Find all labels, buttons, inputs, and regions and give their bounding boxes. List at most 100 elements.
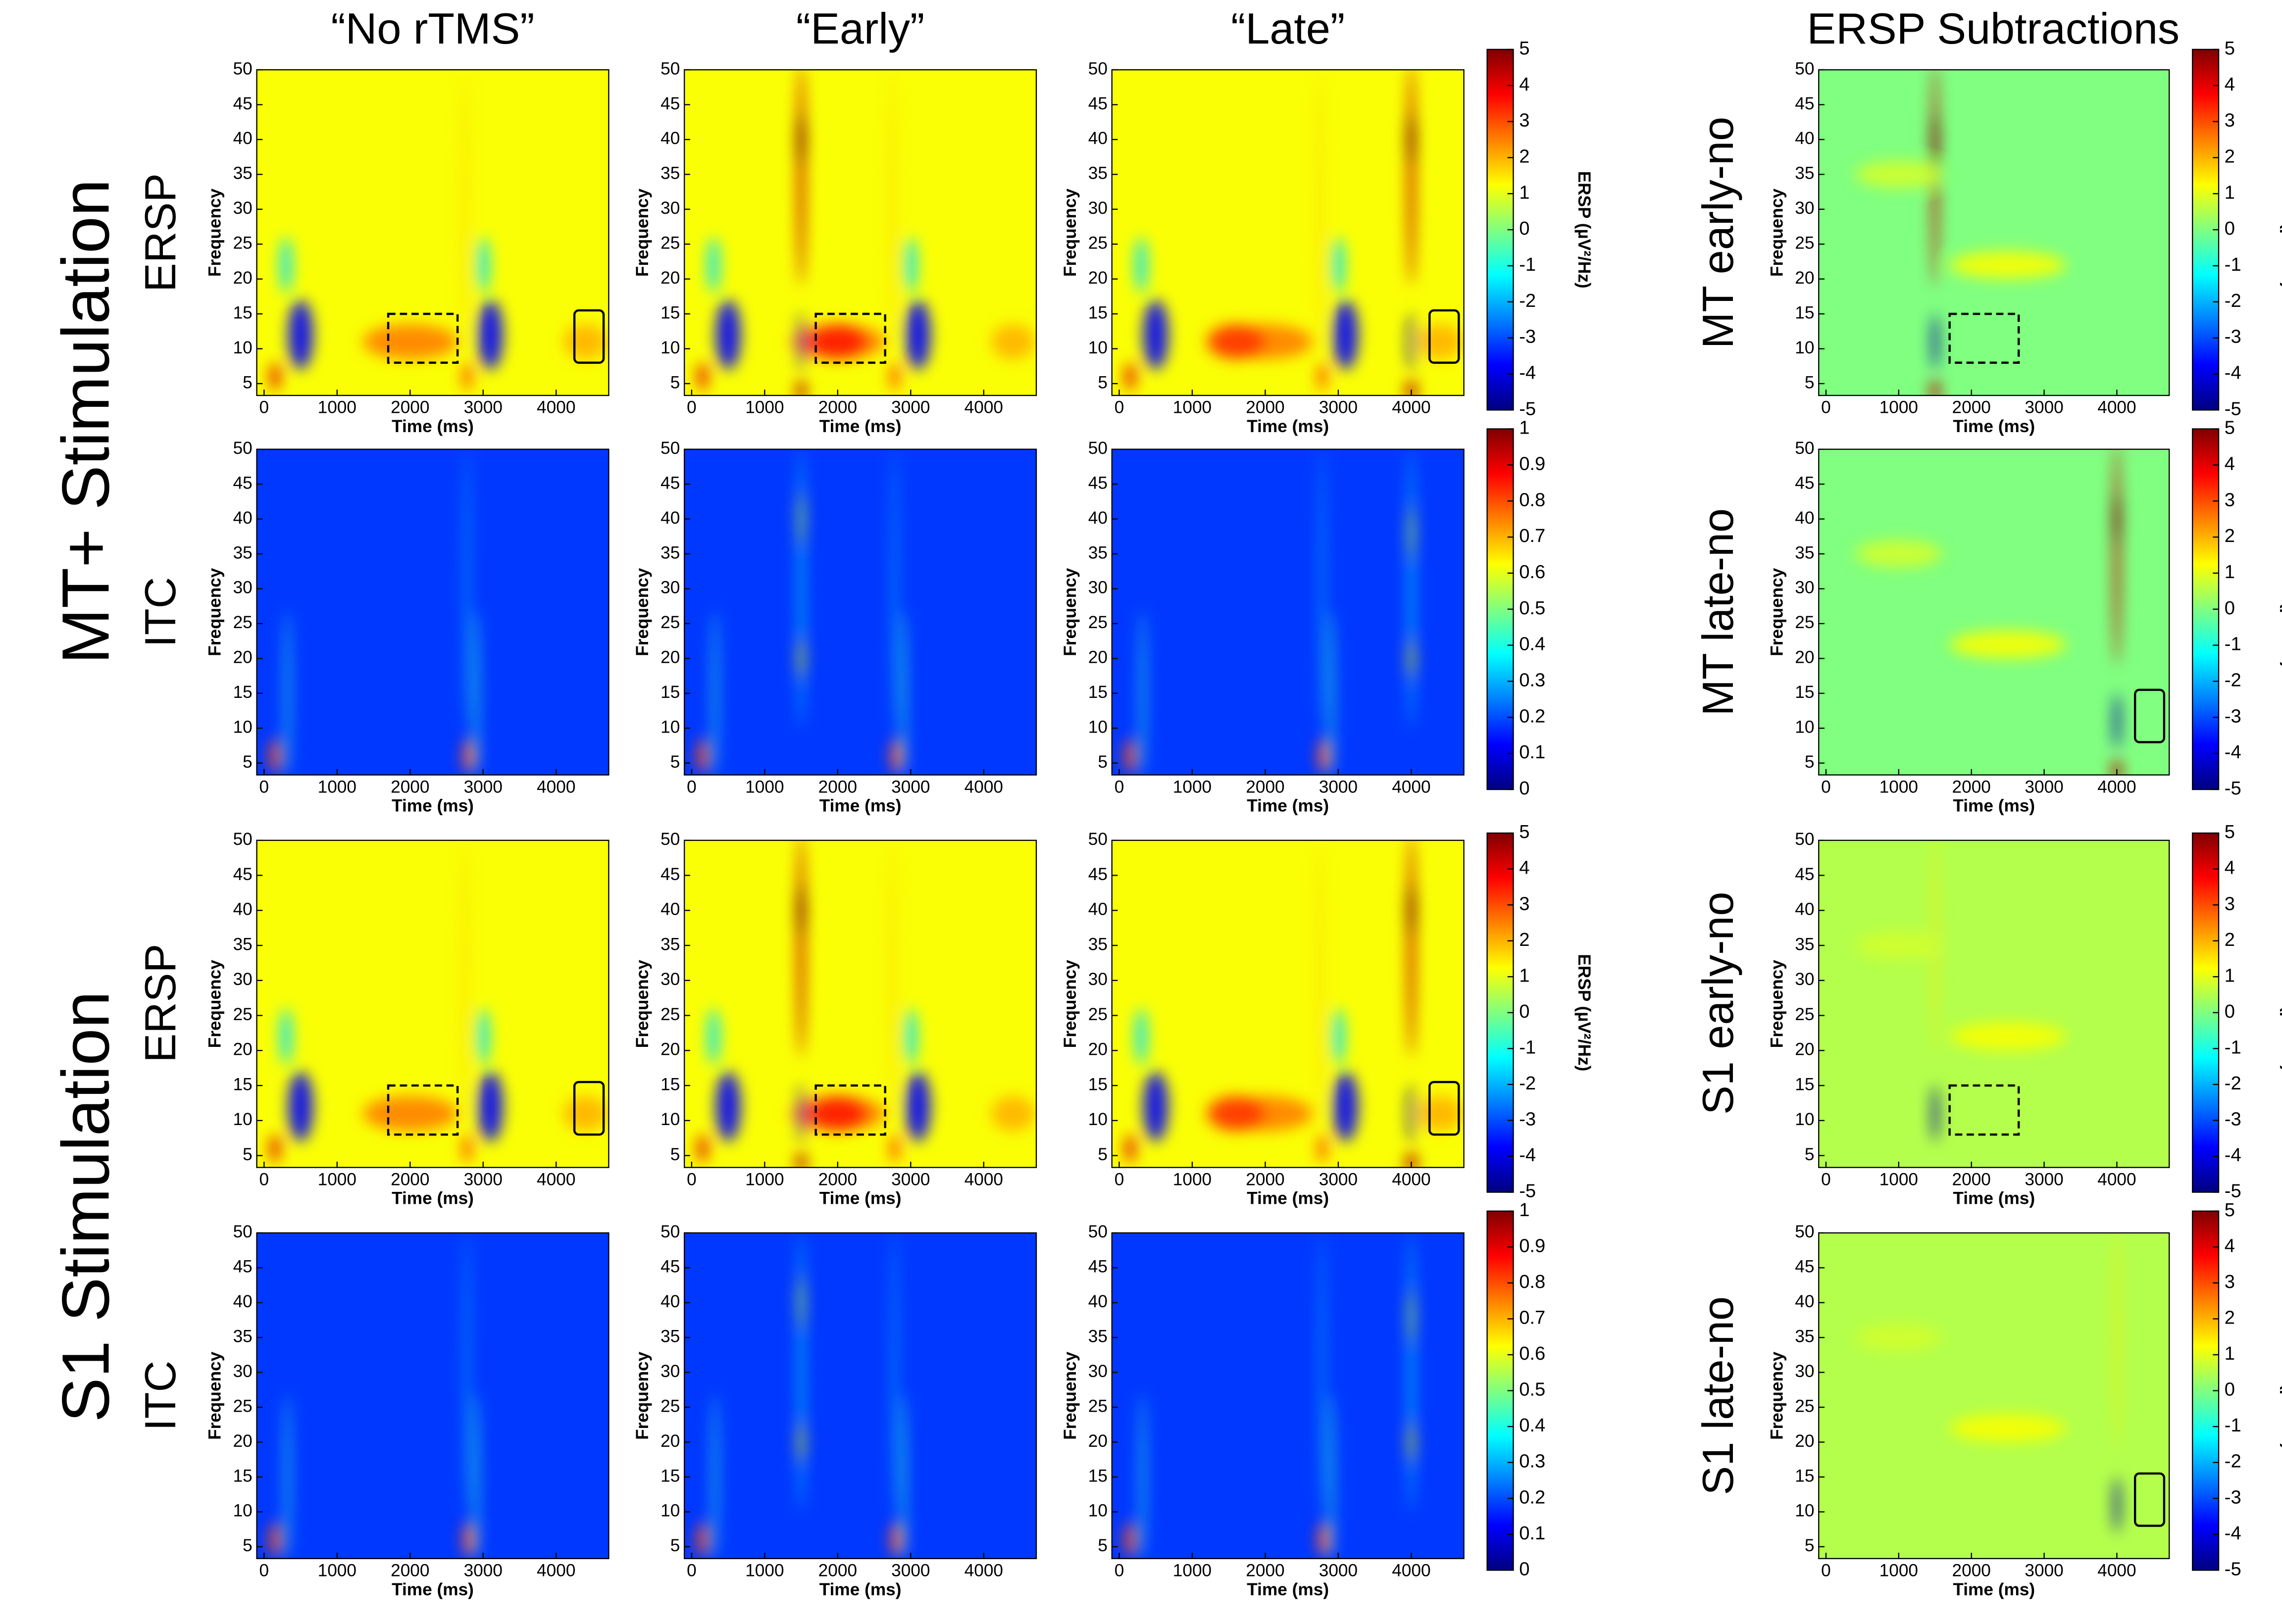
y-tick-label: 45 <box>660 94 680 113</box>
heatmap <box>684 840 1037 1168</box>
heatmap-blob <box>288 1071 313 1142</box>
y-tick-label: 45 <box>660 865 680 884</box>
colorbar-tick-label: -5 <box>2225 1181 2241 1202</box>
x-tick-label: 2000 <box>1246 1561 1284 1580</box>
colorbar-tick-label: -3 <box>1519 1109 1536 1130</box>
heatmap-blob <box>890 1134 899 1163</box>
y-axis-label: Frequency <box>633 568 652 656</box>
heatmap-blob <box>280 237 292 293</box>
y-tick-label: 15 <box>233 683 253 702</box>
x-tick-label: 0 <box>687 398 697 417</box>
heatmap-base <box>1819 1232 2170 1559</box>
x-tick-label: 4000 <box>1392 398 1430 417</box>
heatmap-blob <box>1408 840 1415 1058</box>
y-tick-label: 5 <box>1805 1145 1815 1164</box>
x-tick-label: 2000 <box>818 1170 857 1189</box>
heatmap-blob <box>715 299 741 370</box>
y-tick-label: 45 <box>1795 94 1814 113</box>
plot-frame <box>1818 1232 2170 1559</box>
y-tick-label: 25 <box>660 1005 680 1024</box>
colorbar-tick-label: 4 <box>2225 453 2235 474</box>
y-tick-label: 30 <box>660 970 680 989</box>
y-tick-label: 5 <box>670 1145 680 1164</box>
y-tick-label: 50 <box>1795 830 1814 849</box>
y-tick-label: 50 <box>1088 1222 1108 1241</box>
heatmap-blob <box>798 1275 805 1331</box>
x-tick-label: 0 <box>687 1561 697 1580</box>
y-tick-label: 20 <box>1795 648 1814 667</box>
y-tick-label: 50 <box>233 59 253 78</box>
y-tick-label: 30 <box>660 1362 680 1381</box>
heatmap-blob <box>1143 299 1168 370</box>
x-tick-label: 1000 <box>745 777 784 796</box>
colorbar-tick-label: 2 <box>2225 525 2235 546</box>
y-axis-label: Frequency <box>205 960 225 1048</box>
heatmap-blob <box>463 840 467 1121</box>
y-tick-label: 50 <box>233 439 253 458</box>
y-tick-label: 25 <box>660 1396 680 1416</box>
roi-box <box>814 1084 886 1136</box>
heatmap <box>684 449 1037 775</box>
x-tick-label: 2000 <box>1952 777 1991 796</box>
y-tick-label: 35 <box>1088 1327 1108 1346</box>
colorbar-tick-label: 4 <box>1519 74 1529 95</box>
x-axis-label: Time (ms) <box>1247 796 1329 816</box>
y-tick-label: 45 <box>660 473 680 492</box>
heatmap-blob <box>798 1421 805 1463</box>
colorbar-tick-label: 0.4 <box>1519 634 1545 655</box>
y-axis-label: Frequency <box>1767 1351 1786 1440</box>
roi-box <box>1948 1084 2020 1136</box>
heatmap-blob <box>1419 1096 1463 1132</box>
y-axis-label: Frequency <box>1061 960 1080 1048</box>
x-tick-label: 0 <box>259 398 269 417</box>
colorbar-tick-label: 5 <box>1519 821 1529 842</box>
colorbar-tick-label: 2 <box>1519 146 1529 167</box>
colorbar-tick-label: 0 <box>1519 778 1529 799</box>
heatmap-blob <box>1333 1071 1358 1142</box>
colorbar-tick-label: -3 <box>2225 1486 2241 1508</box>
heatmap-blob <box>1408 505 1415 561</box>
y-tick-label: 45 <box>233 94 253 113</box>
colorbar-tick-label: 0.8 <box>1519 489 1545 510</box>
y-tick-label: 45 <box>1795 865 1814 884</box>
heatmap-blob <box>1408 314 1415 370</box>
heatmap-blob <box>1332 237 1344 293</box>
y-tick-label: 25 <box>1088 613 1108 632</box>
colorbar-tick-label: 1 <box>2225 1343 2235 1364</box>
colorbar-tick-label: 1 <box>2225 965 2235 986</box>
x-tick-label: 2000 <box>818 398 857 417</box>
x-tick-label: 1000 <box>318 1170 356 1189</box>
x-axis-label: Time (ms) <box>1247 1580 1329 1599</box>
colorbar-tick-label: 2 <box>1519 929 1529 950</box>
x-tick-label: 0 <box>687 1170 697 1189</box>
heatmap-blob <box>890 1522 902 1558</box>
roi-box <box>573 309 605 364</box>
heatmap-blob <box>1408 69 1415 286</box>
y-tick-label: 45 <box>1088 1257 1108 1277</box>
y-tick-label: 40 <box>1795 508 1814 528</box>
x-tick-label: 2000 <box>1952 1170 1991 1189</box>
x-tick-label: 0 <box>1821 398 1831 417</box>
y-tick-label: 35 <box>1088 164 1108 183</box>
x-tick-label: 3000 <box>464 777 503 796</box>
row-label: ITC <box>136 577 185 647</box>
heatmap-blob <box>1855 540 1942 568</box>
y-tick-label: 15 <box>1795 1075 1814 1094</box>
x-tick-label: 1000 <box>1173 1561 1212 1580</box>
y-tick-label: 25 <box>660 613 680 632</box>
x-axis-label: Time (ms) <box>392 1580 474 1599</box>
y-tick-label: 50 <box>233 1222 253 1241</box>
heatmap-blob <box>1332 1008 1344 1065</box>
y-axis-label: Frequency <box>205 188 225 277</box>
y-tick-label: 5 <box>243 1145 253 1164</box>
x-tick-label: 0 <box>1115 1170 1124 1189</box>
heatmap <box>1112 449 1464 775</box>
y-tick-label: 50 <box>1088 59 1108 78</box>
heatmap-blob <box>1931 314 1938 370</box>
column-title: “Late” <box>1231 4 1345 53</box>
x-tick-label: 1000 <box>1879 1561 1918 1580</box>
heatmap <box>1819 449 2170 775</box>
x-axis-label: Time (ms) <box>392 796 474 816</box>
y-tick-label: 25 <box>233 1396 253 1416</box>
heatmap <box>256 1232 609 1559</box>
